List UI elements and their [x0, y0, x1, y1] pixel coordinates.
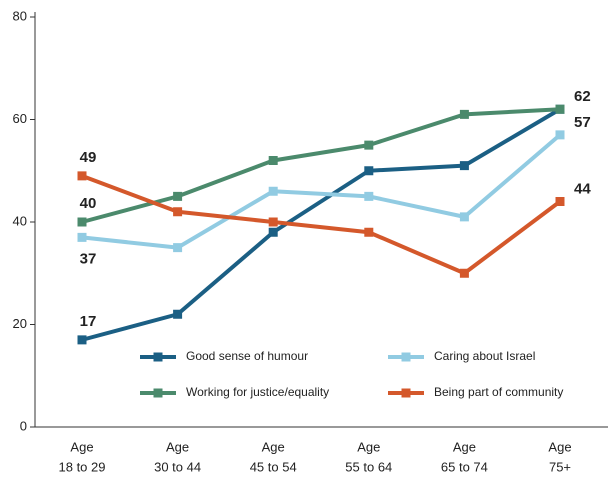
x-tick-label: Age	[548, 439, 571, 454]
marker	[459, 161, 469, 171]
y-tick-label: 20	[13, 316, 27, 331]
legend-marker	[401, 388, 411, 398]
marker	[364, 227, 374, 237]
marker	[459, 109, 469, 119]
x-tick-label: 30 to 44	[154, 459, 201, 474]
legend-label: Being part of community	[434, 385, 563, 399]
marker	[173, 309, 183, 319]
x-tick-label: 65 to 74	[441, 459, 488, 474]
marker	[173, 243, 183, 253]
x-tick-label: 55 to 64	[345, 459, 392, 474]
y-tick-label: 80	[13, 8, 27, 23]
marker	[364, 140, 374, 150]
x-tick-label: 18 to 29	[59, 459, 106, 474]
data-label: 40	[80, 195, 97, 212]
marker	[268, 156, 278, 165]
marker	[459, 212, 469, 222]
marker	[268, 186, 278, 196]
marker	[268, 217, 278, 227]
marker	[364, 191, 374, 201]
legend-label: Working for justice/equality	[186, 385, 329, 399]
data-label: 44	[574, 180, 591, 197]
x-tick-label: 45 to 54	[250, 459, 297, 474]
x-tick-label: Age	[166, 439, 189, 454]
marker	[268, 227, 278, 237]
y-tick-label: 40	[13, 213, 27, 228]
legend-marker	[153, 352, 163, 362]
marker	[555, 104, 565, 114]
data-label: 37	[80, 250, 97, 267]
data-label: 17	[80, 313, 97, 330]
x-tick-label: Age	[357, 439, 380, 454]
marker	[77, 171, 87, 181]
legend-marker	[401, 352, 411, 362]
x-tick-label: Age	[262, 439, 285, 454]
x-tick-label: 75+	[549, 459, 571, 474]
marker	[173, 191, 183, 201]
marker	[459, 268, 469, 278]
data-label: 57	[574, 114, 591, 131]
y-tick-label: 0	[20, 418, 27, 433]
legend-label: Good sense of humour	[186, 349, 308, 363]
marker	[77, 335, 87, 345]
data-label: 49	[80, 149, 97, 166]
line	[81, 107, 561, 224]
line	[81, 107, 562, 342]
legend-label: Caring about Israel	[434, 349, 535, 363]
x-tick-label: Age	[453, 439, 476, 454]
marker	[364, 166, 374, 176]
marker	[555, 130, 565, 140]
x-tick-label: Age	[70, 439, 93, 454]
marker	[555, 197, 565, 206]
marker	[77, 217, 87, 227]
y-tick-label: 60	[13, 111, 27, 126]
marker	[173, 207, 183, 217]
line	[81, 133, 562, 250]
line	[81, 174, 562, 276]
marker	[77, 232, 87, 242]
legend-marker	[153, 388, 163, 398]
data-label: 62	[574, 88, 591, 105]
